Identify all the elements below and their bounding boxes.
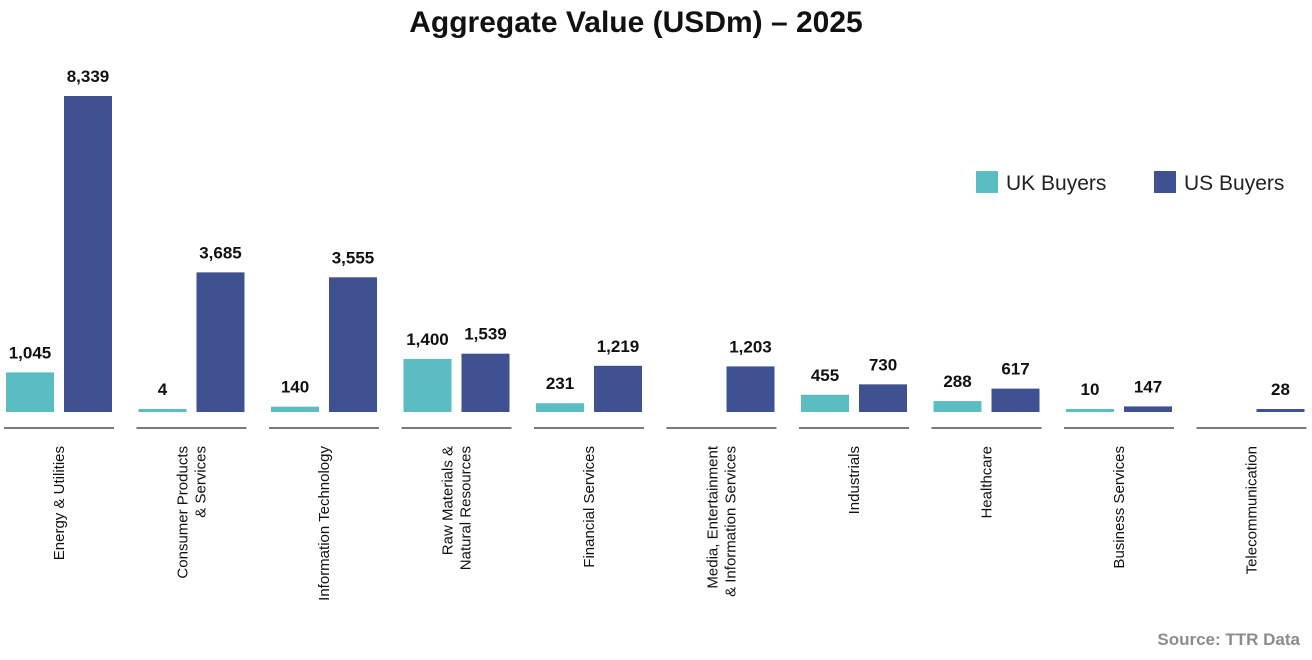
bar-uk-4 [536,403,584,412]
bar-us-4 [594,365,642,412]
bar-us-6 [859,384,907,412]
tick-label-line: & Services [193,446,210,518]
tick-label-line: Media, Entertainment [705,445,722,588]
legend: UK Buyers US Buyers [976,171,1284,195]
tick-label-line: Healthcare [979,446,996,519]
tick-label-line: Natural Resources [458,446,475,570]
tick-label-line: Consumer Products [175,446,192,579]
tick-label-line: Financial Services [581,446,598,568]
data-label: 231 [546,374,574,393]
bar-uk-6 [801,394,849,412]
data-label: 455 [811,366,839,385]
tick-label-line: Information Technology [316,446,333,601]
data-label: 28 [1271,380,1290,399]
tick-label: Media, Entertainment& Information Servic… [705,445,740,597]
tick-label: Consumer Products& Services [175,446,210,579]
data-label: 730 [869,355,897,374]
chart-title: Aggregate Value (USDm) – 2025 [409,6,863,39]
tick-label: Energy & Utilities [51,446,68,560]
legend-label-us: US Buyers [1184,172,1284,195]
bar-uk-8 [1066,409,1114,412]
legend-swatch-uk [976,171,998,193]
data-label: 147 [1134,377,1162,396]
data-label: 4 [158,380,168,399]
bar-uk-0 [6,372,54,412]
tick-label: Telecommunication [1244,446,1261,574]
data-label: 617 [1001,360,1029,379]
bar-us-2 [329,277,377,412]
tick-label: Business Services [1111,446,1128,569]
data-label: 140 [281,378,309,397]
data-label: 288 [943,372,971,391]
category-axis: Energy & Utilities Consumer Products& Ser… [4,427,1307,601]
bar-us-1 [196,272,245,412]
data-label: 10 [1081,380,1100,399]
tick-label: Raw Materials &Natural Resources [440,446,475,570]
tick-label: Industrials [846,446,863,514]
data-label: 3,685 [199,243,242,262]
bar-us-7 [991,388,1040,412]
bar-us-8 [1124,406,1172,412]
bar-uk-3 [403,358,452,412]
tick-label-line: Energy & Utilities [51,446,68,560]
bar-us-3 [461,353,510,412]
bar-uk-7 [933,401,982,412]
data-label: 1,539 [464,325,507,344]
data-label: 1,203 [729,337,772,356]
tick-label-line: Business Services [1111,446,1128,569]
data-label: 1,219 [597,337,640,356]
data-label: 1,400 [406,330,449,349]
bar-uk-2 [271,406,319,412]
data-label: 3,555 [332,248,375,267]
tick-label: Information Technology [316,446,333,601]
data-label: 8,339 [67,67,110,86]
data-label: 1,045 [9,343,52,362]
tick-label: Healthcare [979,446,996,519]
bar-uk-1 [138,409,187,412]
bar-us-9 [1256,409,1305,412]
legend-swatch-us [1154,171,1176,193]
tick-label-line: Industrials [846,446,863,514]
tick-label-line: Telecommunication [1244,446,1261,574]
bar-us-5 [726,366,775,412]
tick-label: Financial Services [581,446,598,568]
bar-us-0 [64,96,112,412]
legend-label-uk: UK Buyers [1006,172,1106,195]
bars-layer: 1,045 8,339 4 3,685 140 3,555 1,400 1,539 231 1,2… [6,67,1305,412]
tick-label-line: & Information Services [723,446,740,597]
tick-label-line: Raw Materials & [440,446,457,555]
source-note: Source: TTR Data [1157,630,1300,649]
